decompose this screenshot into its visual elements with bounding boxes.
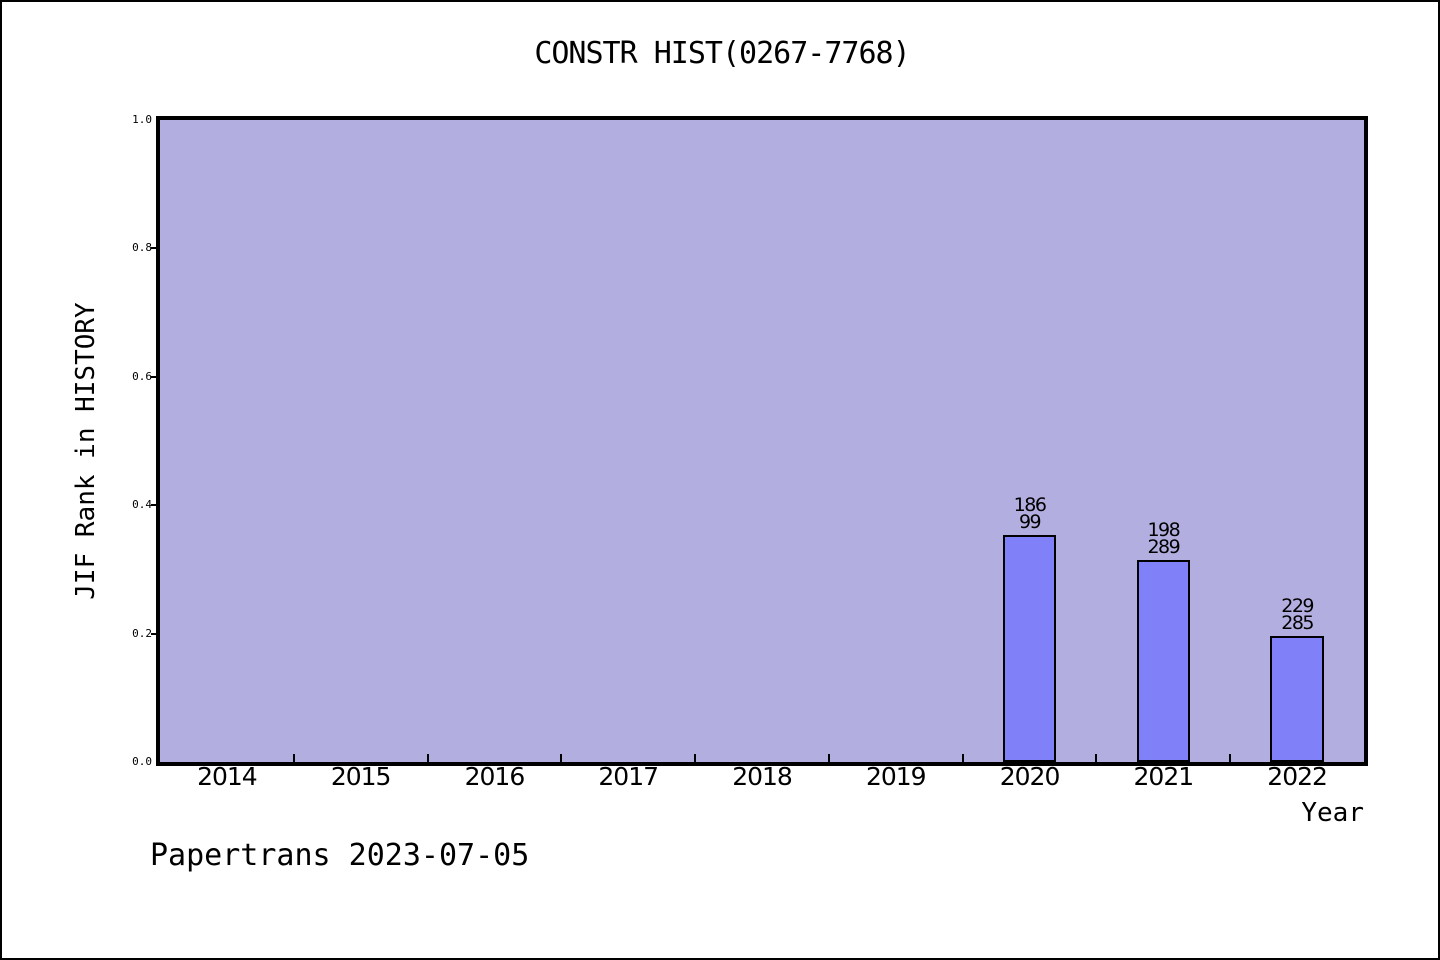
- x-tick-label-2018: 2018: [732, 762, 793, 791]
- x-tick-mark-8: [1229, 754, 1232, 762]
- y-tick-label-0.4: 0.4: [132, 498, 152, 512]
- x-tick-mark-6: [961, 754, 964, 762]
- x-tick-label-2017: 2017: [598, 762, 659, 791]
- y-axis-label: JIF Rank in HISTORY: [71, 302, 101, 600]
- y-tick-label-0.2: 0.2: [132, 626, 152, 640]
- x-tick-label-2022: 2022: [1267, 762, 1328, 791]
- x-tick-mark-5: [827, 754, 830, 762]
- bar-value-label-2022: 229 285: [1281, 595, 1314, 635]
- bar-2022: [1270, 636, 1324, 762]
- x-tick-mark-2: [426, 754, 429, 762]
- x-tick-mark-7: [1095, 754, 1098, 762]
- x-tick-mark-4: [694, 754, 697, 762]
- footer-watermark: Papertrans 2023-07-05: [150, 838, 530, 873]
- bar-2021: [1136, 559, 1191, 762]
- bar-value-label-2021: 198 289: [1147, 518, 1180, 558]
- x-tick-label-2015: 2015: [330, 762, 392, 791]
- y-tick-label-1.0: 1.0: [132, 113, 152, 126]
- x-tick-label-2021: 2021: [1133, 762, 1195, 791]
- x-tick-mark-3: [560, 754, 563, 762]
- y-tick-label-0.8: 0.8: [132, 241, 152, 255]
- y-tick-label-0.0: 0.0: [132, 755, 152, 768]
- y-tick-label-0.6: 0.6: [132, 369, 152, 383]
- bar-value-label-2020: 186 99: [1013, 493, 1047, 533]
- chart-title: CONSTR HIST(0267-7768): [534, 36, 910, 71]
- y-tick-mark-0.6: [151, 375, 159, 378]
- x-tick-label-2019: 2019: [865, 762, 927, 791]
- x-tick-mark-1: [292, 754, 295, 762]
- x-tick-label-2020: 2020: [999, 762, 1061, 791]
- x-tick-label-2016: 2016: [464, 762, 526, 791]
- y-tick-mark-0.8: [151, 247, 159, 250]
- y-tick-mark-0.2: [151, 632, 159, 635]
- x-axis-label: Year: [1301, 798, 1364, 828]
- bar-2020: [1002, 534, 1057, 762]
- y-tick-mark-0.4: [151, 504, 159, 507]
- x-tick-label-2014: 2014: [197, 762, 258, 791]
